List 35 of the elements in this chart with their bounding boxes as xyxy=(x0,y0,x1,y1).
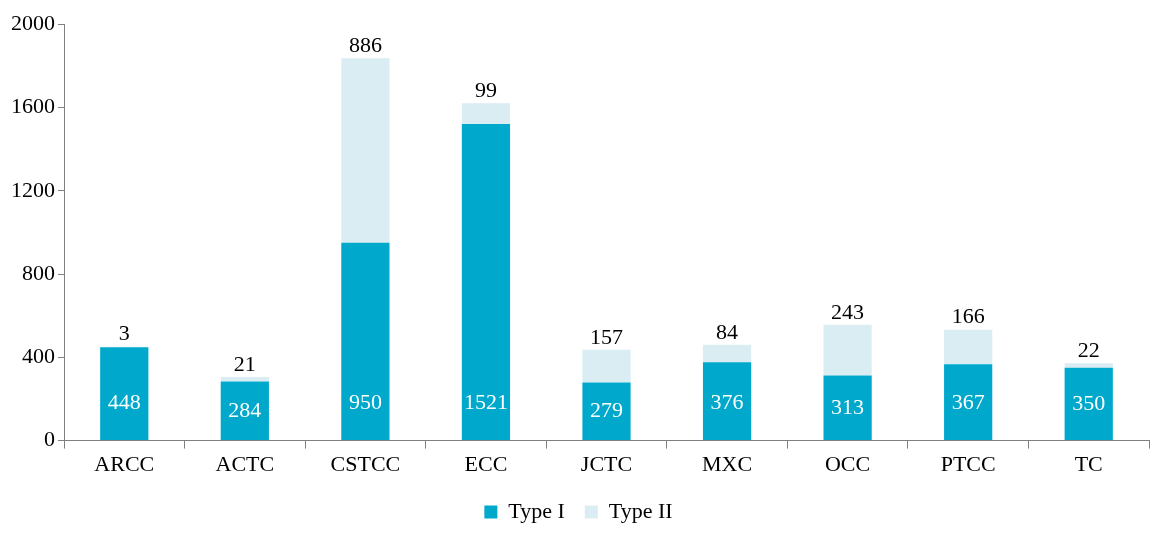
y-tick-label: 400 xyxy=(22,343,55,369)
x-tick-label: PTCC xyxy=(940,450,996,476)
x-tick-label: CSTCC xyxy=(330,450,401,476)
x-tick-label: MXC xyxy=(701,450,753,476)
data-label: 166 xyxy=(951,303,985,329)
y-tick-label: 1600 xyxy=(11,93,55,119)
data-label: 886 xyxy=(348,32,382,58)
x-tick-label: OCC xyxy=(824,450,871,476)
y-tick-label: 2000 xyxy=(11,9,55,35)
y-tick-label: 0 xyxy=(44,426,55,452)
data-label: 350 xyxy=(1072,389,1106,415)
legend-label: Type I xyxy=(508,497,565,523)
data-label: 21 xyxy=(233,350,256,376)
data-label: 950 xyxy=(348,388,382,414)
data-label: 99 xyxy=(474,77,497,103)
x-tick-label: TC xyxy=(1074,450,1103,476)
data-label: 84 xyxy=(716,318,739,344)
y-tick-label: 1200 xyxy=(11,176,55,202)
data-label: 1521 xyxy=(463,388,508,414)
x-tick-label: ECC xyxy=(464,450,508,476)
data-label: 22 xyxy=(1077,336,1100,362)
data-label: 367 xyxy=(951,388,985,414)
x-tick-label: ARCC xyxy=(94,450,155,476)
x-tick-label: JCTC xyxy=(580,450,633,476)
data-label: 313 xyxy=(831,393,865,419)
data-label: 157 xyxy=(590,323,623,349)
data-label: 376 xyxy=(710,388,744,414)
data-label: 279 xyxy=(590,397,623,423)
x-tick-label: ACTC xyxy=(215,450,275,476)
legend-label: Type II xyxy=(608,497,673,523)
y-tick-label: 800 xyxy=(22,259,55,285)
data-label: 448 xyxy=(107,388,141,414)
data-label: 3 xyxy=(118,320,130,346)
data-label: 243 xyxy=(831,298,865,324)
data-label: 284 xyxy=(228,396,262,422)
